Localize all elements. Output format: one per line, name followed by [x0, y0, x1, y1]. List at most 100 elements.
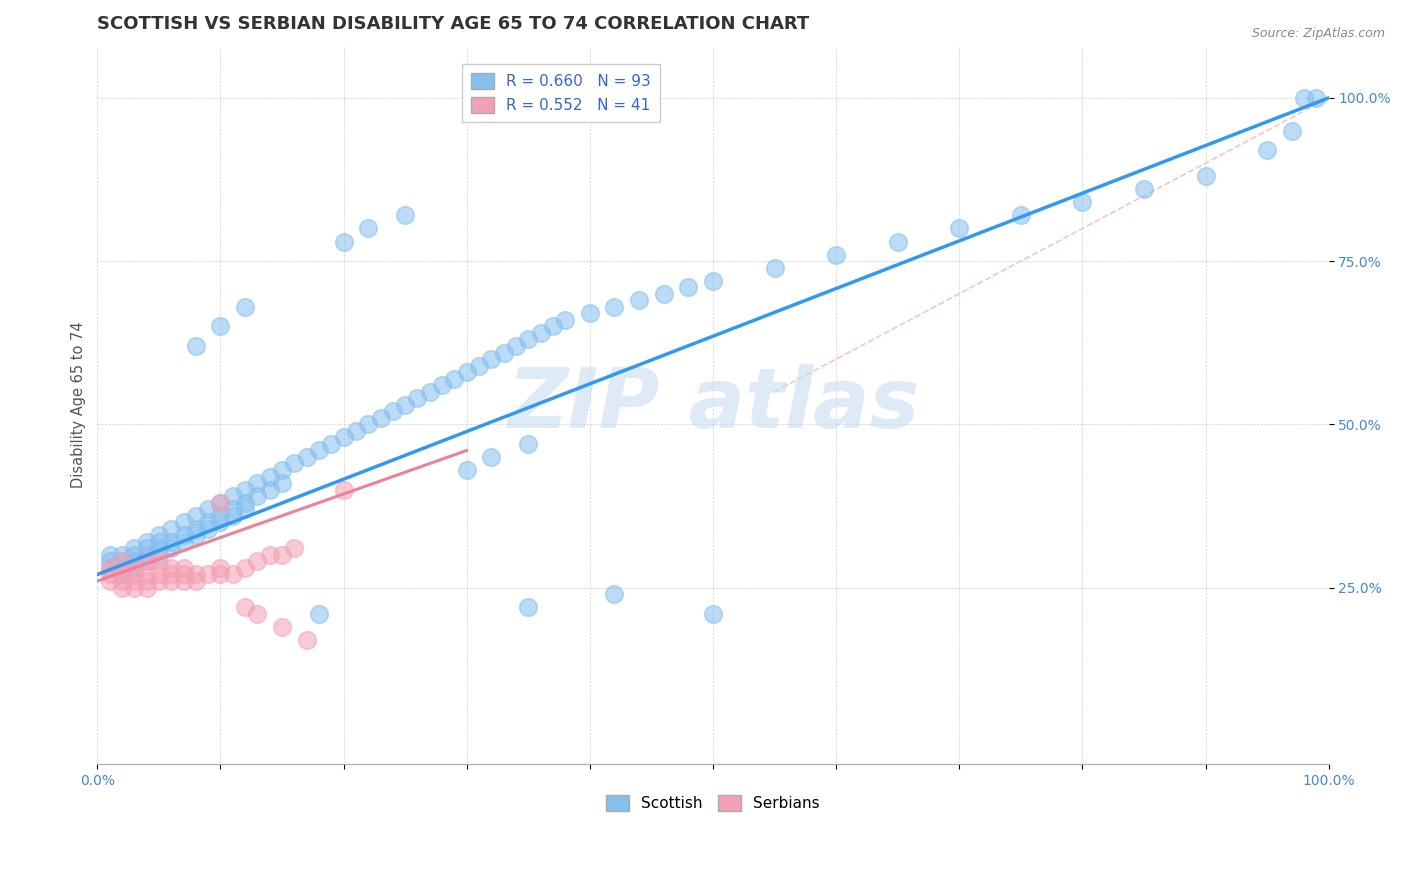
Point — [233, 561, 256, 575]
Point — [111, 561, 134, 575]
Point — [394, 398, 416, 412]
Point — [111, 548, 134, 562]
Point — [332, 483, 354, 497]
Point — [160, 567, 183, 582]
Point — [1071, 195, 1094, 210]
Y-axis label: Disability Age 65 to 74: Disability Age 65 to 74 — [72, 321, 86, 488]
Point — [233, 600, 256, 615]
Point — [492, 345, 515, 359]
Point — [124, 574, 146, 588]
Point — [148, 548, 170, 562]
Point — [233, 300, 256, 314]
Point — [259, 548, 281, 562]
Point — [111, 567, 134, 582]
Point — [541, 319, 564, 334]
Point — [259, 483, 281, 497]
Point — [233, 496, 256, 510]
Point — [530, 326, 553, 340]
Point — [479, 450, 502, 464]
Point — [135, 574, 157, 588]
Point — [443, 371, 465, 385]
Point — [332, 235, 354, 249]
Point — [148, 567, 170, 582]
Point — [652, 286, 675, 301]
Point — [197, 515, 219, 529]
Point — [209, 515, 232, 529]
Point — [160, 574, 183, 588]
Point — [124, 548, 146, 562]
Point — [271, 548, 294, 562]
Point — [135, 554, 157, 568]
Point — [603, 587, 626, 601]
Point — [702, 607, 724, 621]
Point — [308, 607, 330, 621]
Point — [295, 632, 318, 647]
Point — [678, 280, 700, 294]
Point — [825, 247, 848, 261]
Point — [124, 561, 146, 575]
Point — [98, 554, 121, 568]
Point — [1133, 182, 1156, 196]
Point — [124, 541, 146, 556]
Point — [702, 274, 724, 288]
Point — [111, 581, 134, 595]
Point — [1305, 91, 1327, 105]
Point — [209, 319, 232, 334]
Point — [579, 306, 602, 320]
Point — [160, 541, 183, 556]
Point — [271, 620, 294, 634]
Point — [517, 600, 540, 615]
Point — [197, 522, 219, 536]
Point — [886, 235, 908, 249]
Text: Source: ZipAtlas.com: Source: ZipAtlas.com — [1251, 27, 1385, 40]
Point — [148, 534, 170, 549]
Point — [148, 541, 170, 556]
Point — [246, 489, 269, 503]
Point — [184, 528, 207, 542]
Point — [209, 567, 232, 582]
Point — [259, 469, 281, 483]
Point — [124, 554, 146, 568]
Point — [357, 221, 380, 235]
Point — [160, 522, 183, 536]
Point — [456, 463, 478, 477]
Point — [479, 352, 502, 367]
Point — [419, 384, 441, 399]
Point — [1292, 91, 1315, 105]
Point — [456, 365, 478, 379]
Text: ZIP atlas: ZIP atlas — [508, 364, 920, 445]
Point — [173, 561, 195, 575]
Point — [209, 496, 232, 510]
Point — [135, 534, 157, 549]
Point — [135, 581, 157, 595]
Point — [381, 404, 404, 418]
Point — [517, 437, 540, 451]
Point — [173, 574, 195, 588]
Point — [135, 554, 157, 568]
Point — [1010, 208, 1032, 222]
Point — [394, 208, 416, 222]
Point — [603, 300, 626, 314]
Point — [98, 548, 121, 562]
Point — [160, 534, 183, 549]
Point — [332, 430, 354, 444]
Point — [209, 561, 232, 575]
Point — [184, 574, 207, 588]
Point — [173, 528, 195, 542]
Legend: Scottish, Serbians: Scottish, Serbians — [600, 789, 825, 817]
Point — [283, 457, 305, 471]
Point — [246, 476, 269, 491]
Point — [628, 293, 651, 308]
Point — [406, 391, 429, 405]
Point — [98, 567, 121, 582]
Point — [283, 541, 305, 556]
Point — [271, 476, 294, 491]
Point — [763, 260, 786, 275]
Point — [135, 541, 157, 556]
Point — [344, 424, 367, 438]
Point — [111, 567, 134, 582]
Point — [222, 489, 245, 503]
Point — [357, 417, 380, 432]
Point — [554, 313, 576, 327]
Point — [246, 554, 269, 568]
